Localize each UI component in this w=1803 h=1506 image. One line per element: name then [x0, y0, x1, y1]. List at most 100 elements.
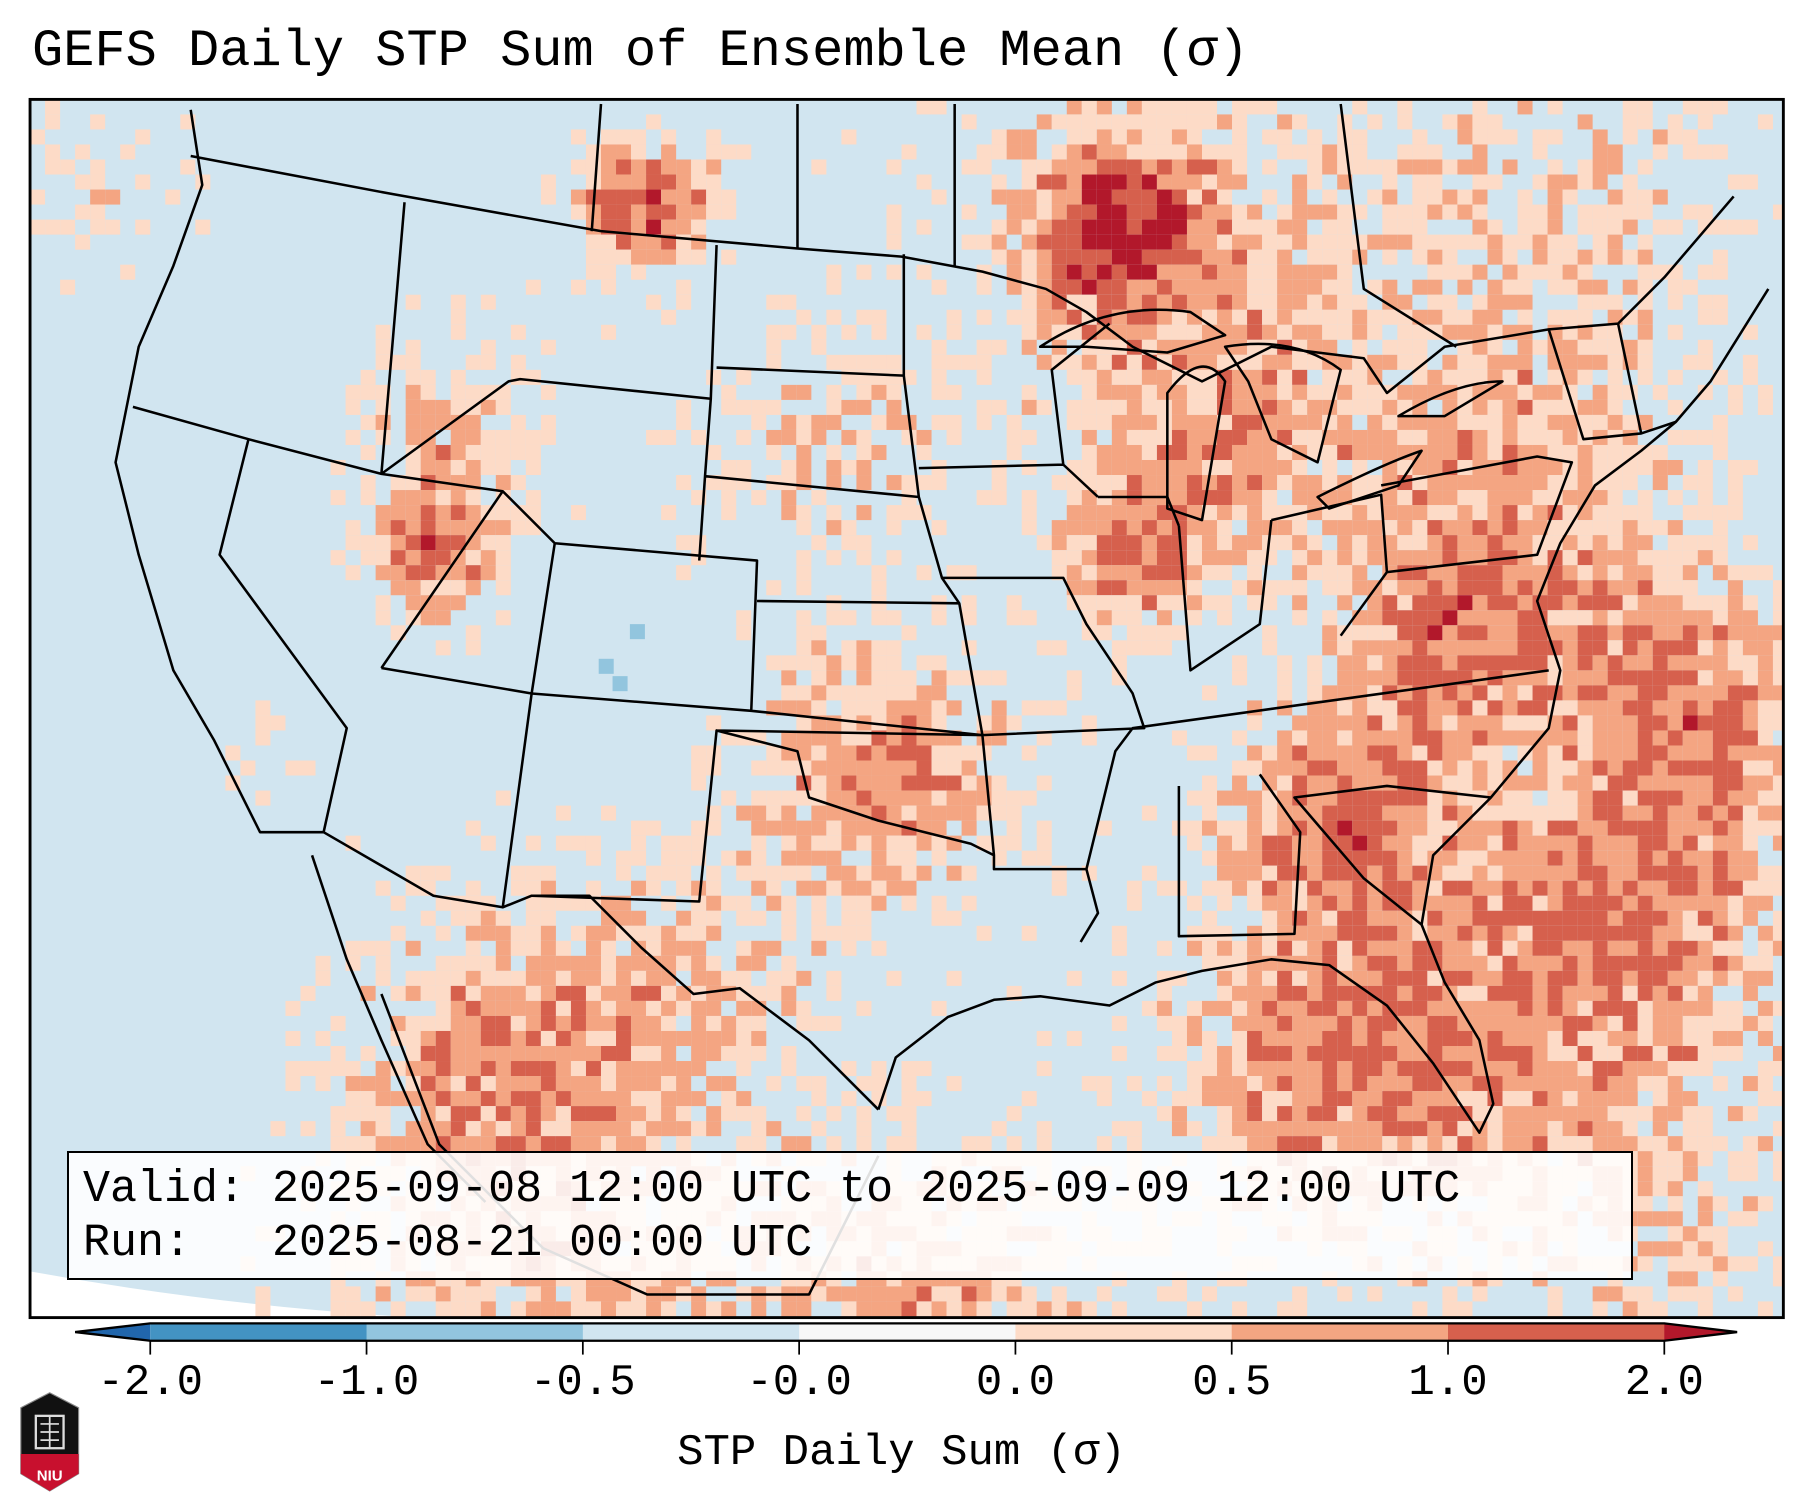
stp-cell [1186, 1000, 1202, 1016]
stp-cell [646, 1136, 662, 1152]
stp-cell [465, 444, 481, 461]
stp-cell [1472, 730, 1488, 746]
stp-cell [435, 550, 451, 566]
stp-cell [405, 520, 421, 536]
stp-cell [901, 895, 917, 911]
stp-cell [1382, 760, 1398, 776]
stp-cell [946, 565, 962, 581]
stp-cell [1292, 880, 1308, 896]
stp-cell [706, 910, 722, 926]
stp-cell [1352, 1076, 1368, 1092]
stp-cell [1352, 760, 1368, 776]
stp-cell [751, 955, 767, 971]
stp-cell [405, 1121, 421, 1137]
stp-cell [691, 1045, 707, 1062]
stp-cell [1217, 204, 1233, 220]
stp-cell [661, 249, 677, 265]
stp-cell [570, 159, 586, 175]
stp-cell [1126, 114, 1142, 130]
stp-cell [1742, 369, 1758, 385]
stp-cell [1712, 1015, 1728, 1031]
stp-cell [1442, 925, 1458, 941]
stp-cell [1412, 429, 1428, 445]
stp-cell [1697, 655, 1713, 671]
stp-cell [946, 700, 962, 716]
stp-cell [1442, 880, 1458, 896]
stp-cell [1577, 700, 1593, 716]
stp-cell [811, 745, 827, 761]
stp-cell [736, 850, 752, 866]
stp-cell [1412, 790, 1428, 806]
stp-cell [1487, 580, 1503, 596]
stp-cell [1247, 940, 1263, 956]
stp-cell [856, 309, 872, 325]
stp-cell [525, 970, 541, 986]
stp-cell [1096, 565, 1112, 581]
stp-cell [1096, 174, 1112, 190]
stp-cell [1487, 940, 1503, 956]
stp-cell [1322, 144, 1338, 160]
stp-cell [1697, 820, 1713, 836]
stp-cell [420, 520, 436, 536]
stp-cell [886, 745, 902, 761]
stp-cell [1487, 234, 1503, 250]
stp-cell [540, 1045, 556, 1062]
stp-cell [841, 610, 857, 626]
stp-cell [1472, 850, 1488, 866]
stp-cell [1607, 550, 1623, 566]
stp-cell [1502, 490, 1518, 506]
stp-cell [525, 835, 541, 851]
stp-cell [691, 970, 707, 986]
stp-cell [841, 700, 857, 716]
stp-cell [781, 1136, 797, 1152]
stp-cell [1457, 129, 1473, 145]
stp-cell [1472, 1136, 1488, 1152]
stp-cell [1292, 985, 1308, 1001]
stp-cell [450, 955, 466, 971]
stp-cell [1457, 399, 1473, 415]
stp-cell [1622, 1045, 1638, 1062]
stp-cell [1412, 670, 1428, 686]
stp-cell [510, 865, 526, 881]
stp-cell [1652, 550, 1668, 566]
stp-cell [1697, 940, 1713, 956]
stp-cell [555, 835, 571, 851]
stp-cell [1442, 580, 1458, 596]
stp-cell [1036, 1136, 1052, 1152]
stp-cell [1337, 204, 1353, 220]
colorbar-segment [1015, 1323, 1233, 1341]
stp-cell [1487, 1136, 1503, 1152]
stp-cell [646, 294, 662, 310]
stp-cell [1171, 114, 1187, 130]
stp-cell [1307, 129, 1323, 145]
stp-cell [525, 1061, 541, 1077]
stp-cell [856, 354, 872, 370]
stp-cell [1277, 475, 1293, 491]
stp-cell [1292, 775, 1308, 791]
stp-cell [1487, 925, 1503, 941]
stp-cell [826, 444, 842, 461]
stp-cell [1337, 730, 1353, 746]
stp-cell [1517, 505, 1533, 521]
stp-cell [646, 880, 662, 896]
stp-cell [826, 1015, 842, 1031]
stp-cell [631, 970, 647, 986]
stp-cell [1427, 730, 1443, 746]
stp-cell [1667, 1030, 1683, 1046]
stp-cell [1622, 550, 1638, 566]
stp-cell [1502, 1121, 1518, 1137]
stp-cell [1637, 565, 1653, 581]
stp-cell [1232, 144, 1248, 160]
stp-cell [841, 460, 857, 476]
stp-cell [1337, 640, 1353, 656]
stp-cell [976, 490, 992, 506]
stp-cell [1307, 309, 1323, 325]
stp-cell [736, 460, 752, 476]
stp-cell [390, 1136, 406, 1152]
stp-cell [510, 880, 526, 896]
stp-cell [1352, 910, 1368, 926]
stp-cell [1637, 1181, 1653, 1197]
stp-cell [1727, 955, 1743, 971]
stp-cell [886, 700, 902, 716]
stp-cell [1772, 1151, 1784, 1167]
